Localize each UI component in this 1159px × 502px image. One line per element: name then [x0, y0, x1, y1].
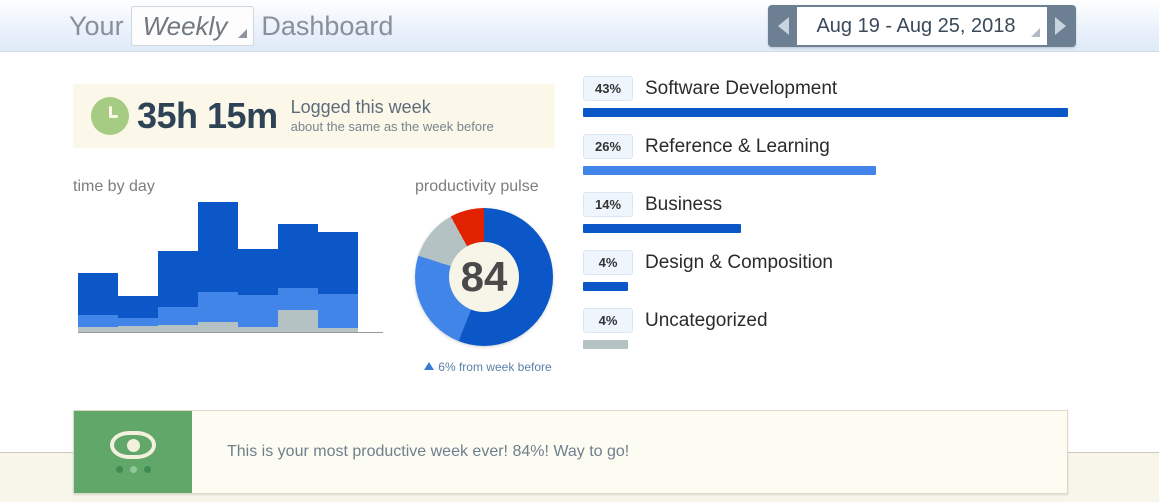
- category-name: Uncategorized: [645, 309, 768, 331]
- bar-segment-med: [278, 288, 318, 310]
- category-name: Design & Composition: [645, 251, 833, 273]
- bar-segment-gray: [278, 310, 318, 332]
- category-bar-fill: [583, 282, 629, 291]
- date-range-navigator: Aug 19 - Aug 25, 2018: [768, 5, 1076, 47]
- tip-message: This is your most productive week ever! …: [227, 443, 630, 460]
- title-prefix: Your: [69, 10, 124, 41]
- chevron-left-icon: [778, 17, 789, 35]
- category-percent-badge: 26%: [583, 134, 633, 159]
- category-name: Software Development: [645, 77, 838, 99]
- bar-segment-dark: [78, 273, 118, 315]
- tip-icon-box: [74, 411, 192, 493]
- category-percent-badge: 4%: [583, 308, 633, 333]
- bar-stack: [318, 232, 358, 332]
- category-header: 4% Design & Composition: [583, 250, 1068, 275]
- bar-stack: [158, 251, 198, 332]
- category-row[interactable]: 14% Business: [583, 192, 1068, 233]
- app-header: Your Weekly Dashboard Aug 19 - Aug 25, 2…: [0, 0, 1159, 52]
- productivity-pulse-title: productivity pulse: [415, 178, 539, 195]
- logged-time-value: 35h 15m: [137, 95, 278, 136]
- bar-segment-dark: [318, 232, 358, 294]
- bar-segment-dark: [158, 251, 198, 307]
- productivity-pulse-chart[interactable]: 84: [415, 208, 555, 350]
- chevron-right-icon: [1055, 17, 1066, 35]
- date-range-select[interactable]: Aug 19 - Aug 25, 2018: [797, 7, 1047, 45]
- logged-time-caption: Logged this week: [290, 97, 431, 118]
- category-row[interactable]: 4% Uncategorized: [583, 308, 1068, 349]
- pulse-score: 84: [449, 242, 519, 312]
- dots-icon: [115, 466, 151, 473]
- eye-icon: [110, 431, 156, 459]
- category-header: 43% Software Development: [583, 76, 1068, 101]
- bar-segment-gray: [198, 322, 238, 332]
- chevron-down-icon: [238, 29, 248, 38]
- category-name: Reference & Learning: [645, 135, 830, 157]
- category-bar-track: [583, 340, 1068, 349]
- bar-segment-dark: [198, 202, 238, 292]
- tip-banner[interactable]: This is your most productive week ever! …: [73, 410, 1068, 494]
- category-bar-track: [583, 282, 1068, 291]
- date-range-label: Aug 19 - Aug 25, 2018: [816, 14, 1016, 37]
- category-header: 26% Reference & Learning: [583, 134, 1068, 159]
- category-bar-track: [583, 108, 1068, 117]
- bar-segment-med: [198, 292, 238, 322]
- chart-baseline: [78, 332, 383, 333]
- bar-segment-med: [78, 315, 118, 327]
- chevron-down-icon: [1031, 28, 1040, 37]
- category-header: 14% Business: [583, 192, 1068, 217]
- bar-segment-gray: [158, 325, 198, 332]
- logged-time-comparison: about the same as the week before: [290, 118, 494, 134]
- bar-segment-med: [118, 318, 158, 326]
- bar-segment-gray: [238, 327, 278, 332]
- prev-week-button[interactable]: [770, 7, 797, 45]
- category-bar-track: [583, 166, 1068, 175]
- category-row[interactable]: 43% Software Development: [583, 76, 1068, 117]
- next-week-button[interactable]: [1047, 7, 1074, 45]
- category-header: 4% Uncategorized: [583, 308, 1068, 333]
- pulse-delta: 6% from week before: [418, 360, 558, 374]
- category-bar-fill: [583, 224, 741, 233]
- bar-stack: [118, 296, 158, 332]
- top-categories-list: 43% Software Development 26% Reference & Le…: [583, 76, 1068, 366]
- arrow-up-icon: [424, 362, 435, 370]
- period-select-value: Weekly: [142, 11, 228, 41]
- category-bar-fill: [583, 108, 1068, 117]
- bar-segment-gray: [78, 327, 118, 332]
- bar-segment-med: [238, 295, 278, 327]
- category-row[interactable]: 26% Reference & Learning: [583, 134, 1068, 175]
- bar-segment-med: [158, 307, 198, 325]
- category-bar-track: [583, 224, 1068, 233]
- category-percent-badge: 14%: [583, 192, 633, 217]
- bar-stack: [78, 273, 118, 332]
- logged-time-card: 35h 15m Logged this week about the same …: [73, 84, 555, 148]
- bar-segment-med: [318, 294, 358, 328]
- category-name: Business: [645, 193, 723, 215]
- page-title: Your Weekly Dashboard: [69, 6, 393, 46]
- bar-segment-dark: [238, 249, 278, 295]
- bar-segment-dark: [278, 224, 318, 288]
- period-select[interactable]: Weekly: [130, 6, 255, 46]
- bar-stack: [238, 249, 278, 332]
- bar-segment-dark: [118, 296, 158, 318]
- clock-icon: [91, 97, 129, 135]
- bar-stack: [198, 202, 238, 332]
- title-suffix: Dashboard: [261, 10, 394, 41]
- category-bar-fill: [583, 340, 629, 349]
- category-percent-badge: 43%: [583, 76, 633, 101]
- bar-stack: [278, 224, 318, 332]
- time-by-day-title: time by day: [73, 178, 155, 195]
- bar-segment-gray: [118, 326, 158, 332]
- logged-time-texts: Logged this week about the same as the w…: [291, 97, 494, 135]
- pulse-delta-label: 6% from week before: [438, 360, 552, 374]
- category-row[interactable]: 4% Design & Composition: [583, 250, 1068, 291]
- category-percent-badge: 4%: [583, 250, 633, 275]
- time-by-day-chart[interactable]: SMTWTFS: [73, 200, 383, 380]
- bar-segment-gray: [318, 328, 358, 332]
- category-bar-fill: [583, 166, 877, 175]
- eye-pupil-icon: [126, 438, 140, 452]
